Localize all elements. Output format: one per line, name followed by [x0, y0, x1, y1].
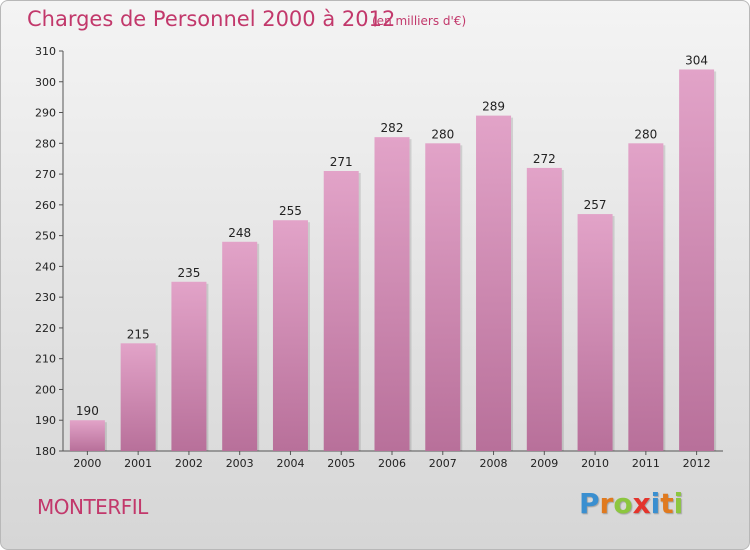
bar-value-label: 257 — [584, 198, 607, 212]
x-tick-label: 2001 — [124, 457, 152, 470]
y-tick-label: 240 — [35, 260, 56, 273]
x-tick-label: 2007 — [429, 457, 457, 470]
logo-letter: i — [650, 487, 661, 520]
x-tick-label: 2008 — [480, 457, 508, 470]
y-tick-label: 250 — [35, 230, 56, 243]
chart-title: Charges de Personnel 2000 à 2012 — [27, 7, 396, 31]
bar — [272, 220, 308, 451]
x-tick-label: 2006 — [378, 457, 406, 470]
bar-value-label: 215 — [127, 327, 150, 341]
bar — [374, 137, 410, 451]
y-tick-label: 190 — [35, 414, 56, 427]
logo-letter: x — [632, 487, 651, 520]
chart-axes: 180 190 200 210 220 230 240 250 260 270 280 290 300 3… — [35, 45, 723, 458]
proxiti-logo: Proxiti — [579, 487, 683, 520]
y-tick-label: 200 — [35, 383, 56, 396]
y-tick-label: 260 — [35, 199, 56, 212]
x-tick-label: 2000 — [73, 457, 101, 470]
bar — [526, 167, 562, 451]
bar-value-label: 190 — [76, 404, 99, 418]
logo-letter: P — [579, 487, 600, 520]
bar-value-label: 255 — [279, 204, 302, 218]
commune-name: MONTERFIL — [37, 495, 148, 519]
x-tick-label: 2010 — [581, 457, 609, 470]
bar — [171, 281, 207, 451]
chart-labels: 190 2000 215 2001 235 2002 248 2003 255 2004 271 20… — [73, 53, 710, 470]
bar — [222, 241, 258, 451]
x-tick-label: 2002 — [175, 457, 203, 470]
logo-letter: o — [613, 487, 633, 520]
bar-value-label: 289 — [482, 100, 505, 114]
y-tick-label: 230 — [35, 291, 56, 304]
bar-value-label: 280 — [431, 127, 454, 141]
logo-letter: r — [599, 487, 614, 520]
y-tick-label: 280 — [35, 137, 56, 150]
y-tick-label: 180 — [35, 445, 56, 458]
bar — [323, 171, 359, 451]
x-tick-label: 2003 — [226, 457, 254, 470]
bar — [628, 143, 664, 452]
logo-letter: t — [660, 487, 674, 520]
bar-value-label: 282 — [381, 121, 404, 135]
x-tick-label: 2005 — [327, 457, 355, 470]
y-tick-label: 220 — [35, 322, 56, 335]
bar-value-label: 272 — [533, 152, 556, 166]
bar — [476, 115, 512, 451]
chart-unit-note: (en milliers d'€) — [372, 14, 467, 28]
y-tick-label: 270 — [35, 168, 56, 181]
logo-letter: i — [673, 487, 684, 520]
x-tick-label: 2011 — [632, 457, 660, 470]
chart-bars — [69, 69, 717, 452]
bar — [577, 214, 613, 451]
bar — [679, 69, 715, 451]
x-tick-label: 2009 — [530, 457, 558, 470]
x-tick-label: 2004 — [276, 457, 304, 470]
y-tick-label: 290 — [35, 107, 56, 120]
y-tick-label: 300 — [35, 76, 56, 89]
y-tick-label: 210 — [35, 353, 56, 366]
bar — [69, 420, 105, 451]
bar-value-label: 304 — [685, 53, 708, 67]
bar-value-label: 235 — [177, 266, 200, 280]
bar — [120, 343, 156, 451]
bar-value-label: 271 — [330, 155, 353, 169]
bar-value-label: 248 — [228, 226, 251, 240]
bar — [425, 143, 461, 452]
x-tick-label: 2012 — [683, 457, 711, 470]
y-tick-label: 310 — [35, 45, 56, 58]
bar-value-label: 280 — [634, 127, 657, 141]
